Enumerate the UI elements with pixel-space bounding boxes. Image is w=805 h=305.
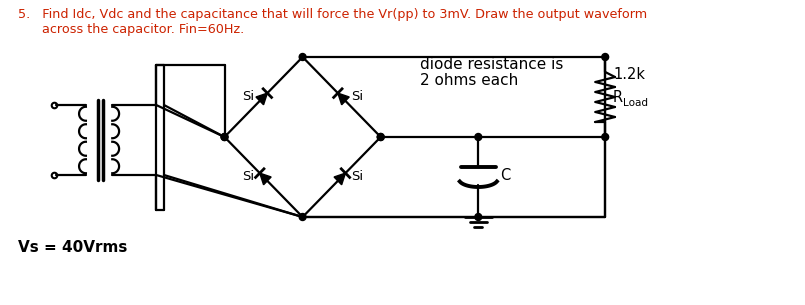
Text: 5.   Find Idc, Vdc and the capacitance that will force the Vr(pp) to 3mV. Draw t: 5. Find Idc, Vdc and the capacitance tha… bbox=[18, 8, 646, 21]
Text: Si: Si bbox=[351, 170, 363, 184]
Text: C: C bbox=[500, 167, 510, 182]
Text: R: R bbox=[613, 89, 623, 105]
Circle shape bbox=[221, 134, 228, 141]
Text: Si: Si bbox=[242, 170, 254, 184]
Circle shape bbox=[299, 53, 306, 60]
Circle shape bbox=[602, 134, 609, 141]
Circle shape bbox=[475, 214, 481, 221]
Circle shape bbox=[299, 214, 306, 221]
Text: 2 ohms each: 2 ohms each bbox=[419, 73, 518, 88]
Text: 1.2k: 1.2k bbox=[613, 67, 645, 82]
Circle shape bbox=[475, 134, 481, 141]
Polygon shape bbox=[338, 93, 349, 105]
Text: Si: Si bbox=[242, 91, 254, 103]
Circle shape bbox=[378, 134, 384, 141]
Circle shape bbox=[378, 134, 384, 141]
Text: Load: Load bbox=[623, 98, 648, 108]
Circle shape bbox=[602, 53, 609, 60]
Circle shape bbox=[221, 134, 228, 141]
Text: diode resistance is: diode resistance is bbox=[419, 57, 564, 72]
Polygon shape bbox=[334, 173, 345, 185]
Polygon shape bbox=[256, 93, 267, 105]
Text: Si: Si bbox=[351, 91, 363, 103]
Text: across the capacitor. Fin=60Hz.: across the capacitor. Fin=60Hz. bbox=[18, 23, 244, 36]
Polygon shape bbox=[260, 173, 271, 185]
Text: Vs = 40Vrms: Vs = 40Vrms bbox=[18, 240, 127, 255]
